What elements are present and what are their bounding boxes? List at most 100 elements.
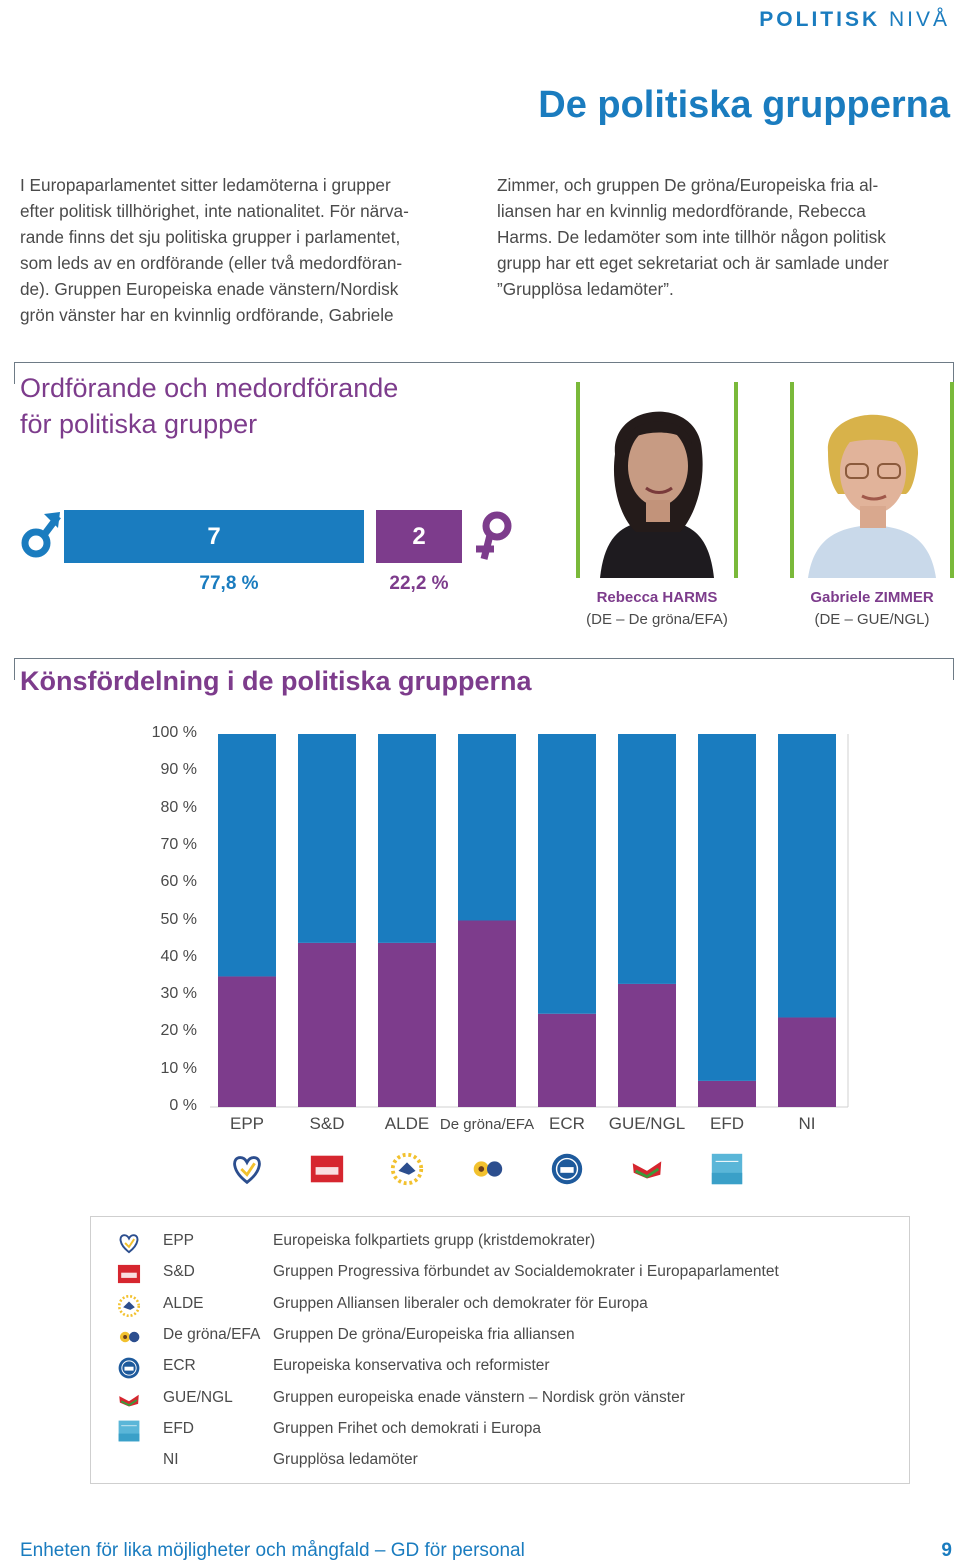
box-rule [14, 658, 954, 659]
bar-men-2 [378, 734, 436, 943]
box-rule [953, 658, 954, 680]
intro-line: liansen har en kvinnlig medordförande, R… [497, 201, 866, 221]
bar-men-0 [218, 734, 276, 977]
legend-description: Europeiska konservativa och reformister [273, 1357, 550, 1375]
y-tick-label: 80 % [160, 798, 197, 816]
section-label-bold: POLITISK [759, 8, 881, 31]
intro-line: de). Gruppen Europeiska enade vänstern/N… [20, 279, 399, 299]
legend-description: Gruppen De gröna/Europeiska fria allians… [273, 1325, 575, 1343]
gue-logo-icon [119, 1394, 139, 1406]
portrait-photo-2 [794, 382, 950, 578]
y-tick-label: 50 % [160, 910, 197, 928]
epp-logo-icon [119, 1234, 139, 1254]
x-tick-label: EPP [229, 1114, 265, 1133]
intro-column-2: Zimmer, och gruppen De gröna/Europeiska … [497, 172, 952, 302]
y-tick-label: 70 % [160, 835, 197, 853]
male-share-bar: 7 [64, 510, 364, 563]
portrait-rebecca-harms [576, 382, 738, 578]
section-label-light: NIVÅ [888, 8, 950, 31]
legend-description: Gruppen europeiska enade vänstern – Nord… [273, 1388, 685, 1406]
legend-logo [116, 1387, 142, 1413]
y-tick-label: 90 % [160, 761, 197, 779]
legend-abbreviation: EFD [163, 1419, 194, 1437]
female-percentage: 22,2 % [389, 573, 449, 594]
y-tick-label: 10 % [160, 1059, 197, 1077]
legend-abbreviation: NI [163, 1451, 179, 1469]
chart-logo-5 [628, 1150, 666, 1193]
chairs-heading-line: Ordförande och medordförande [20, 373, 399, 403]
y-tick-label: 100 % [151, 724, 197, 741]
page-number: 9 [941, 1540, 952, 1561]
efd-logo-icon [118, 1420, 140, 1442]
female-count: 2 [412, 523, 426, 550]
x-tick-label: GUE/NGL [608, 1114, 686, 1133]
alde-logo-icon [117, 1294, 141, 1317]
chart-logo-3 [468, 1150, 506, 1193]
intro-line: rande finns det sju politiska grupper i … [20, 227, 401, 247]
x-tick-label: NI [798, 1114, 816, 1133]
bar-men-3 [458, 734, 516, 921]
bar-women-2 [378, 942, 436, 1107]
y-tick-label: 40 % [160, 947, 197, 965]
x-tick-label: S&D [309, 1114, 345, 1133]
footer-text: Enheten för lika möjligheter och mångfal… [20, 1540, 525, 1561]
gender-chart-heading: Könsfördelning i de politiska grupperna [20, 666, 532, 696]
page-title: De politiska grupperna [538, 84, 950, 126]
chart-logo-6 [708, 1150, 746, 1193]
ecr-logo-icon [551, 1153, 583, 1185]
legend-description: Europeiska folkpartiets grupp (kristdemo… [273, 1232, 596, 1249]
legend-box [90, 1216, 910, 1484]
female-symbol-icon [476, 511, 512, 560]
efd-logo-icon [711, 1153, 743, 1185]
intro-line: grupp har ett eget sekretariat och är sa… [497, 253, 889, 273]
legend-logo [116, 1355, 142, 1381]
bar-men-6 [698, 734, 756, 1081]
bar-men-1 [298, 734, 356, 943]
y-tick-label: 30 % [160, 985, 197, 1003]
bar-women-7 [778, 1017, 836, 1107]
legend-logo [116, 1261, 142, 1287]
ecr-logo-icon [118, 1357, 140, 1379]
chart-logo-1 [308, 1150, 346, 1193]
chart-logo-0 [228, 1150, 266, 1193]
alde-logo-icon [390, 1152, 424, 1186]
person-name-1: Rebecca HARMS [596, 589, 718, 606]
snd-logo-icon [117, 1265, 141, 1284]
bar-women-3 [458, 920, 516, 1107]
male-percentage: 77,8 % [199, 573, 259, 594]
greens-logo-icon [473, 1161, 503, 1177]
y-tick-label: 60 % [160, 873, 197, 891]
gender-bar-chart [210, 734, 849, 1108]
legend-description: Gruppen Progressiva förbundet av Sociald… [273, 1263, 779, 1281]
intro-line: som leds av en ordförande (eller två med… [20, 253, 403, 273]
y-tick-label: 0 % [169, 1097, 197, 1114]
intro-line: I Europaparlamentet sitter ledamöterna i… [20, 175, 391, 195]
chart-logo-4 [548, 1150, 586, 1193]
legend-logo [116, 1324, 142, 1350]
chairs-heading: Ordförande och medordförande för politis… [20, 370, 398, 442]
legend-abbreviation: S&D [163, 1263, 195, 1281]
legend-abbreviation: EPP [163, 1232, 195, 1249]
bar-men-7 [778, 734, 836, 1018]
box-rule [14, 362, 15, 384]
bar-men-4 [538, 734, 596, 1014]
intro-line: efter politisk tillhörighet, inte nation… [20, 201, 409, 221]
person-name-2: Gabriele ZIMMER [810, 589, 934, 606]
bar-women-4 [538, 1013, 596, 1107]
x-tick-label: ECR [549, 1114, 585, 1133]
box-rule [14, 362, 954, 363]
intro-line: ”Grupplösa ledamöter”. [497, 279, 674, 299]
section-label: POLITISK NIVÅ [759, 8, 950, 32]
legend-abbreviation: De gröna/EFA [163, 1325, 261, 1343]
person-party-1: (DE – De gröna/EFA) [586, 611, 728, 628]
intro-line: grön vänster har en kvinnlig ordförande,… [20, 305, 394, 325]
box-rule [14, 658, 15, 680]
legend-abbreviation: GUE/NGL [163, 1388, 233, 1406]
intro-line: Zimmer, och gruppen De gröna/Europeiska … [497, 175, 879, 195]
bar-women-5 [618, 983, 676, 1107]
legend-description: Gruppen Frihet och demokrati i Europa [273, 1419, 541, 1437]
legend-abbreviation: ALDE [163, 1294, 204, 1312]
person-party-2: (DE – GUE/NGL) [814, 611, 930, 628]
portrait-gabriele-zimmer [790, 382, 954, 578]
intro-line: Harms. De ledamöter som inte tillhör någ… [497, 227, 886, 247]
